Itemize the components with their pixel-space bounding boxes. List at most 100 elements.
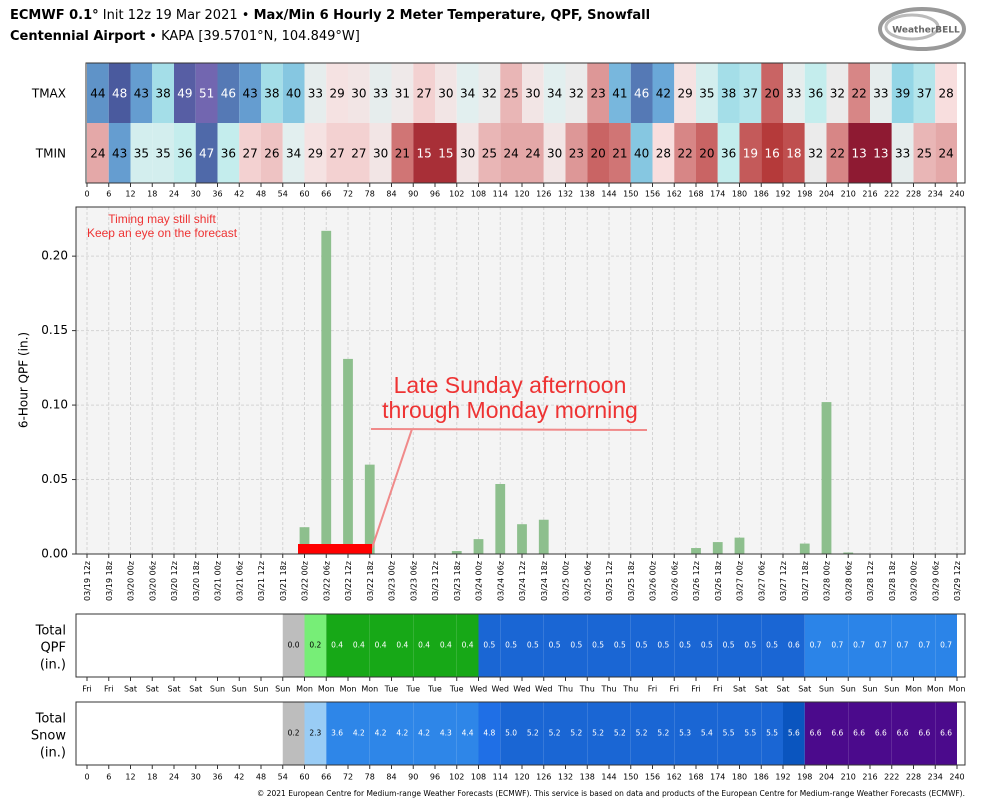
cell xyxy=(326,63,348,123)
cell-label: 0.5 xyxy=(549,641,561,650)
x-tick-label: 192 xyxy=(775,190,790,199)
annotation-pointer xyxy=(371,428,413,549)
cell xyxy=(282,702,305,765)
x-tick-label: 102 xyxy=(449,190,464,199)
x-tick-label: Wed xyxy=(535,685,552,694)
cell-label: 30 xyxy=(351,87,366,101)
x-tick-label: 180 xyxy=(732,773,747,782)
cell xyxy=(478,614,501,677)
x-tick-label: 168 xyxy=(688,773,703,782)
cell xyxy=(739,63,762,123)
cell-label: 40 xyxy=(286,87,301,101)
x-tick-label: 03/20 06z xyxy=(148,561,157,601)
cell-label: 5.2 xyxy=(592,729,604,738)
cell xyxy=(195,123,218,183)
cell xyxy=(804,614,827,677)
y-axis-label: (in.) xyxy=(40,746,66,761)
cell xyxy=(543,614,566,677)
cell-label: 51 xyxy=(199,87,214,101)
x-tick-label: 03/27 18z xyxy=(801,561,810,601)
cell-label: 4.2 xyxy=(396,729,408,738)
bar xyxy=(734,537,745,554)
cell-label: 48 xyxy=(112,87,127,101)
cell-label: 21 xyxy=(612,147,627,161)
cell xyxy=(108,123,131,183)
cell xyxy=(935,614,957,677)
x-tick-label: 210 xyxy=(841,190,856,199)
cell xyxy=(891,702,914,765)
cell xyxy=(761,63,783,123)
cell xyxy=(348,702,370,765)
cell xyxy=(870,123,892,183)
cell xyxy=(696,614,718,677)
cell xyxy=(652,614,675,677)
cell xyxy=(935,123,957,183)
x-tick-label: Mon xyxy=(927,685,944,694)
x-tick-label: 12 xyxy=(125,773,135,782)
x-tick-label: 03/21 06z xyxy=(235,561,244,601)
cell-label: 0.5 xyxy=(483,641,495,650)
cell-label: 0.7 xyxy=(831,641,843,650)
y-axis-label: (in.) xyxy=(40,658,66,673)
cell-label: 0.5 xyxy=(592,641,604,650)
station: Centennial Airport xyxy=(10,29,145,44)
x-tick-label: 222 xyxy=(884,773,899,782)
x-tick-label: Sat xyxy=(798,685,811,694)
cell-label: 6.6 xyxy=(875,729,887,738)
cell-label: 0.5 xyxy=(636,641,648,650)
x-tick-label: 03/26 00z xyxy=(649,561,658,601)
footer: © 2021 European Centre for Medium-range … xyxy=(257,789,965,798)
cell-label: 6.6 xyxy=(831,729,843,738)
cell-label: 49 xyxy=(177,87,192,101)
cell-label: 32 xyxy=(482,87,497,101)
cell xyxy=(565,63,588,123)
x-tick-label: 12 xyxy=(125,190,135,199)
cell xyxy=(304,702,327,765)
y-axis-label: 6-Hour QPF (in.) xyxy=(17,332,31,428)
x-tick-label: Thu xyxy=(557,685,573,694)
cell xyxy=(783,614,805,677)
cell-label: 0.4 xyxy=(353,641,365,650)
cell xyxy=(500,63,522,123)
cell-label: 0.4 xyxy=(396,641,408,650)
cell xyxy=(630,123,653,183)
x-tick-label: Fri xyxy=(104,685,114,694)
x-tick-label: Fri xyxy=(691,685,701,694)
bar xyxy=(517,524,527,554)
x-tick-label: 03/27 06z xyxy=(757,561,766,601)
x-tick-label: Mon xyxy=(949,685,966,694)
cell xyxy=(369,63,392,123)
cell xyxy=(739,123,762,183)
x-tick-label: Fri xyxy=(669,685,679,694)
cell xyxy=(195,63,218,123)
frame xyxy=(75,701,966,766)
cell-label: 23 xyxy=(590,87,605,101)
cell xyxy=(413,614,435,677)
bar xyxy=(691,548,701,554)
x-tick-label: 03/25 00z xyxy=(562,561,571,601)
x-tick-label: Sun xyxy=(819,685,834,694)
x-tick-label: 156 xyxy=(645,190,660,199)
y-axis-label: Total xyxy=(35,624,66,639)
cell xyxy=(717,702,740,765)
x-tick-label: 216 xyxy=(862,190,877,199)
x-tick-label: Mon xyxy=(318,685,335,694)
cell-label: 20 xyxy=(764,87,779,101)
cell xyxy=(630,702,653,765)
x-tick-label: 78 xyxy=(365,190,375,199)
cell-label: 4.4 xyxy=(462,729,474,738)
x-tick-label: Sat xyxy=(167,685,180,694)
x-tick-label: 60 xyxy=(299,773,309,782)
cell xyxy=(826,63,849,123)
cell xyxy=(913,123,936,183)
x-tick-label: 03/23 00z xyxy=(388,561,397,601)
cell xyxy=(391,702,414,765)
cell xyxy=(587,63,609,123)
cell-label: 4.2 xyxy=(353,729,365,738)
x-tick-label: 72 xyxy=(343,190,353,199)
cell-label: 41 xyxy=(612,87,627,101)
x-tick-label: Fri xyxy=(648,685,658,694)
cell xyxy=(804,63,827,123)
x-tick-label: 48 xyxy=(256,190,266,199)
row-label: TMAX xyxy=(31,87,66,101)
